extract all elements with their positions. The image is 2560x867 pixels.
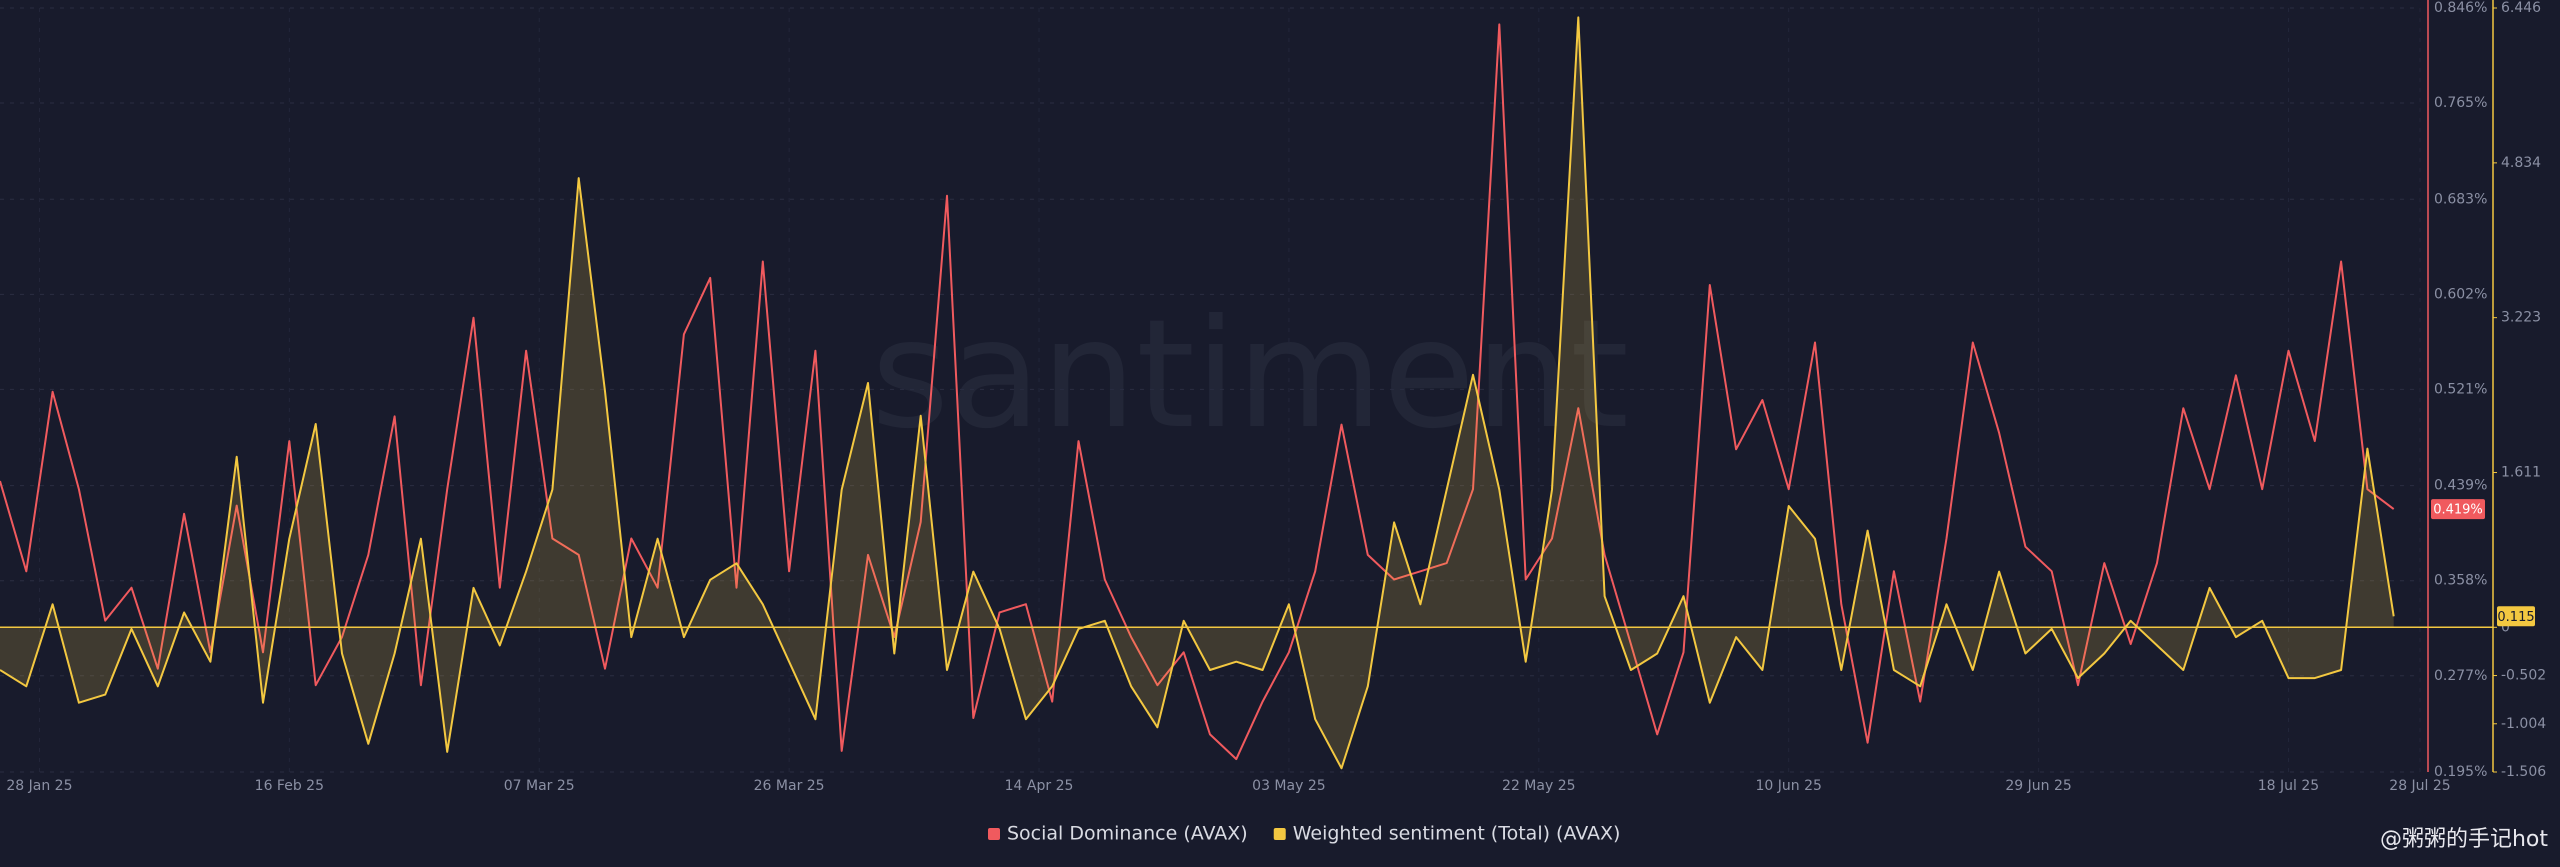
y2-tick-label: 3.223 xyxy=(2501,310,2541,326)
x-tick-label: 26 Mar 25 xyxy=(754,778,825,794)
x-tick-label: 03 May 25 xyxy=(1252,778,1325,794)
last-value-badge xyxy=(2431,499,2485,520)
x-tick-label: 29 Jun 25 xyxy=(2005,778,2071,794)
legend-swatch xyxy=(1273,828,1286,840)
series-line xyxy=(0,16,2395,770)
x-tick-label: 28 Jan 25 xyxy=(6,778,72,794)
x-tick-label: 28 Jul 25 xyxy=(2389,778,2450,794)
y-tick-label: 0.683% xyxy=(2434,191,2487,207)
x-tick-label: 18 Jul 25 xyxy=(2258,778,2319,794)
y-tick-label: 0.602% xyxy=(2434,286,2487,302)
y2-tick-label: -1.004 xyxy=(2501,716,2546,732)
y-tick-label: 0.195% xyxy=(2434,764,2487,780)
x-tick-label: 14 Apr 25 xyxy=(1005,778,1074,794)
y2-tick-label: 1.611 xyxy=(2501,465,2541,481)
y2-tick-label: 6.446 xyxy=(2501,0,2541,16)
footer-watermark: @粥粥的手记hot xyxy=(2380,827,2548,852)
last-value-label: 0.115 xyxy=(2497,610,2534,625)
x-tick-label: 10 Jun 25 xyxy=(1755,778,1821,794)
legend-label: Social Dominance (AVAX) xyxy=(1007,823,1248,845)
watermark: santiment xyxy=(871,288,1629,462)
x-tick-label: 16 Feb 25 xyxy=(255,778,324,794)
y2-tick-label: 0 xyxy=(2501,619,2510,635)
sentiment-area xyxy=(0,17,2394,769)
y-tick-label: 0.439% xyxy=(2434,478,2487,494)
last-value-label: 0.419% xyxy=(2433,503,2483,518)
legend-swatch xyxy=(988,828,1000,840)
y2-tick-label: 4.834 xyxy=(2501,155,2541,171)
y-tick-label: 0.277% xyxy=(2434,668,2487,684)
y-tick-label: 0.846% xyxy=(2434,0,2487,16)
legend-label: Weighted sentiment (Total) (AVAX) xyxy=(1293,823,1621,845)
y-tick-label: 0.521% xyxy=(2434,381,2487,397)
x-tick-label: 07 Mar 25 xyxy=(504,778,575,794)
legend: Social Dominance (AVAX) Weighted sentimen… xyxy=(988,823,1620,845)
series-line xyxy=(0,23,2395,761)
y-tick-label: 0.765% xyxy=(2434,95,2487,111)
y2-tick-label: -0.502 xyxy=(2501,668,2546,684)
y-tick-label: 0.358% xyxy=(2434,573,2487,589)
x-tick-label: 22 May 25 xyxy=(1502,778,1575,794)
last-value-badge xyxy=(2497,606,2535,627)
y2-tick-label: -1.506 xyxy=(2501,764,2546,780)
